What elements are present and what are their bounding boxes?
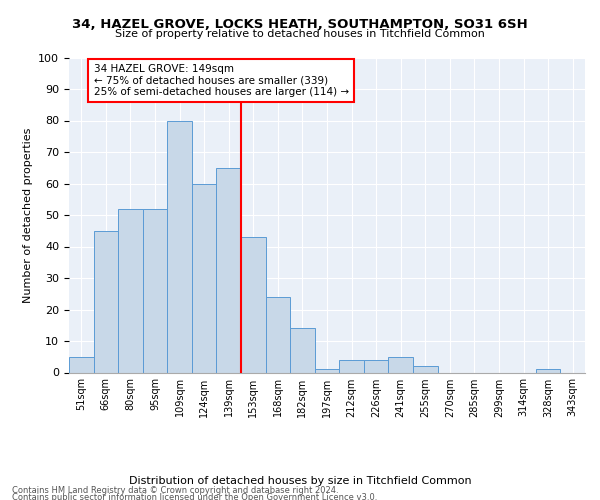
Bar: [94, 231, 118, 372]
Text: 34 HAZEL GROVE: 149sqm
← 75% of detached houses are smaller (339)
25% of semi-de: 34 HAZEL GROVE: 149sqm ← 75% of detached…: [94, 64, 349, 97]
Bar: [388, 357, 413, 372]
Bar: [217, 168, 241, 372]
Bar: [241, 237, 266, 372]
Text: Contains public sector information licensed under the Open Government Licence v3: Contains public sector information licen…: [12, 494, 377, 500]
Bar: [315, 370, 339, 372]
Bar: [143, 208, 167, 372]
Bar: [69, 357, 94, 372]
Text: Size of property relative to detached houses in Titchfield Common: Size of property relative to detached ho…: [115, 29, 485, 39]
Bar: [266, 297, 290, 372]
Bar: [290, 328, 315, 372]
Text: 34, HAZEL GROVE, LOCKS HEATH, SOUTHAMPTON, SO31 6SH: 34, HAZEL GROVE, LOCKS HEATH, SOUTHAMPTO…: [72, 18, 528, 30]
Bar: [167, 120, 192, 372]
Bar: [364, 360, 388, 372]
Bar: [118, 208, 143, 372]
Bar: [536, 370, 560, 372]
Y-axis label: Number of detached properties: Number of detached properties: [23, 128, 33, 302]
Text: Distribution of detached houses by size in Titchfield Common: Distribution of detached houses by size …: [128, 476, 472, 486]
Bar: [413, 366, 437, 372]
Bar: [192, 184, 217, 372]
Text: Contains HM Land Registry data © Crown copyright and database right 2024.: Contains HM Land Registry data © Crown c…: [12, 486, 338, 495]
Bar: [339, 360, 364, 372]
